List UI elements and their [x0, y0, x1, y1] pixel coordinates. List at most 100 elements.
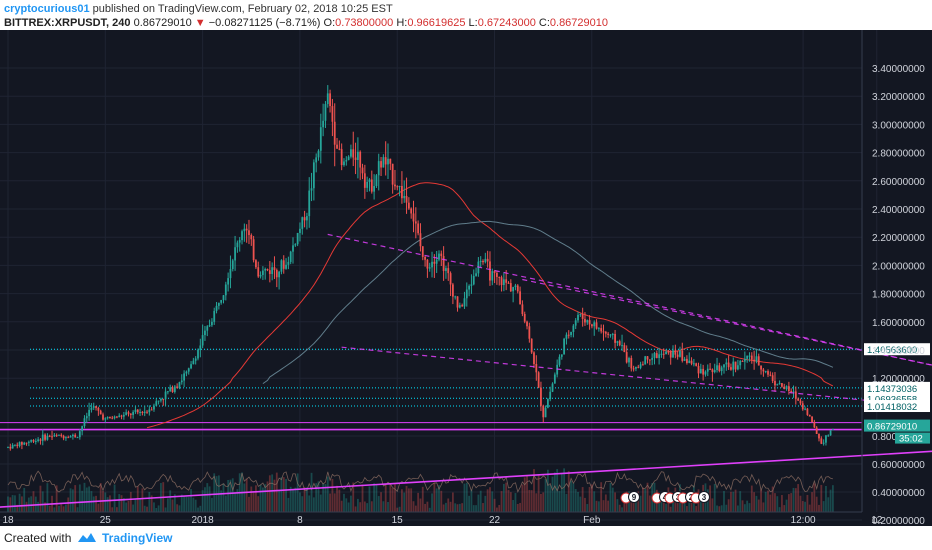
candle-body [546, 399, 549, 408]
volume-bar [183, 495, 186, 512]
candle-body [329, 93, 331, 107]
candle-body [451, 284, 454, 297]
volume-bar [616, 499, 619, 512]
chart-area[interactable]: 94323 1.40563600 1.143730361.069365581.01… [0, 30, 932, 527]
low-value: 0.67243000 [477, 17, 536, 29]
candle-body [333, 121, 336, 145]
dashed-trend-line [341, 346, 932, 408]
volume-bar [97, 503, 100, 512]
candle-body [46, 435, 49, 440]
candle-body [173, 386, 176, 392]
candle-body [160, 398, 162, 401]
level-price-label: 1.40563600 [867, 345, 917, 356]
volume-bar [804, 501, 806, 512]
candle-body [106, 417, 109, 419]
candle-body [217, 302, 220, 306]
volume-bar [350, 495, 352, 512]
volume-bar [173, 494, 176, 512]
candle-body [398, 185, 401, 187]
candle-body [655, 353, 658, 358]
time-tick-label: 22 [489, 515, 501, 526]
candle-body [146, 411, 148, 413]
candle-body [570, 331, 572, 335]
volume-bar [718, 506, 721, 512]
volume-bar [808, 504, 811, 512]
price-tick-label: 2.60000000 [872, 177, 925, 188]
candle-body [774, 380, 776, 386]
volume-bar [739, 491, 742, 512]
author-link[interactable]: cryptocurious01 [4, 3, 90, 15]
volume-bar [384, 483, 387, 512]
candle-body [600, 328, 603, 332]
volume-bar [461, 503, 464, 512]
candle-body [827, 435, 830, 437]
candle-body [171, 387, 174, 392]
volume-bar [32, 491, 35, 512]
volume-bar [187, 497, 190, 512]
volume-bar [447, 498, 450, 512]
volume-bar [296, 473, 299, 512]
candle-body [764, 371, 767, 373]
candle-body [484, 258, 487, 263]
trend-lines [0, 233, 932, 508]
candle-body [704, 371, 707, 375]
candle-body [486, 258, 489, 262]
candle-body [7, 446, 9, 448]
candle-body [699, 368, 702, 374]
candle-body [637, 366, 640, 368]
candle-body [78, 431, 81, 438]
candle-body [62, 435, 65, 439]
candle-body [227, 278, 230, 285]
candle-body [83, 418, 86, 427]
candle-body [257, 267, 260, 277]
volume-bar [516, 504, 519, 512]
volume-bar [331, 478, 334, 512]
candle-body [389, 158, 392, 164]
volume-bar [530, 490, 533, 512]
candle-body [190, 364, 192, 369]
tradingview-logo-icon[interactable] [76, 530, 98, 546]
level-price-box [864, 343, 930, 356]
volume-bar [391, 487, 394, 512]
moving-average-grey [262, 220, 834, 385]
price-axis[interactable]: 1.40563600 1.143730361.069365581.01418032… [861, 30, 930, 527]
price-tick-label: 3.20000000 [872, 92, 925, 103]
volume-bar [767, 490, 769, 512]
candle-body [419, 233, 422, 247]
volume-bar [542, 492, 545, 512]
volume-bar [730, 491, 732, 512]
countdown-label: 35:02 [899, 434, 923, 445]
candle-body [781, 383, 783, 387]
candle-body [231, 260, 234, 270]
volume-bar [813, 483, 816, 512]
candle-body [359, 151, 362, 168]
volume-bar [665, 503, 667, 512]
candle-body [621, 345, 623, 347]
volume-bar [648, 495, 651, 512]
volume-bar [48, 505, 51, 512]
publish-line: cryptocurious01 published on TradingView… [4, 3, 393, 15]
volume-bar [482, 503, 484, 512]
price-chart[interactable]: 94323 1.40563600 1.143730361.069365581.01… [0, 30, 932, 527]
tradingview-brand[interactable]: TradingView [102, 531, 173, 545]
volume-bar [577, 491, 579, 512]
candle-body [361, 167, 364, 174]
candle-body [753, 359, 756, 362]
candle-body [686, 358, 688, 363]
volume-bar [275, 472, 278, 512]
candle-body [567, 334, 570, 336]
candle-body [790, 390, 793, 393]
candle-body [706, 368, 709, 372]
price-tick-label: 1.40000000 [872, 346, 925, 357]
price-tick-label: 2.40000000 [872, 205, 925, 216]
candle-body [120, 415, 123, 417]
candle-body [88, 409, 90, 417]
volume-bar [255, 485, 257, 512]
volume-bar [55, 485, 58, 512]
volume-bar [458, 503, 461, 512]
candle-body [818, 434, 820, 439]
candle-body [736, 365, 739, 370]
price-change: −0.08271125 (−8.71%) [208, 17, 321, 29]
price-tick-label: 3.40000000 [872, 64, 925, 75]
